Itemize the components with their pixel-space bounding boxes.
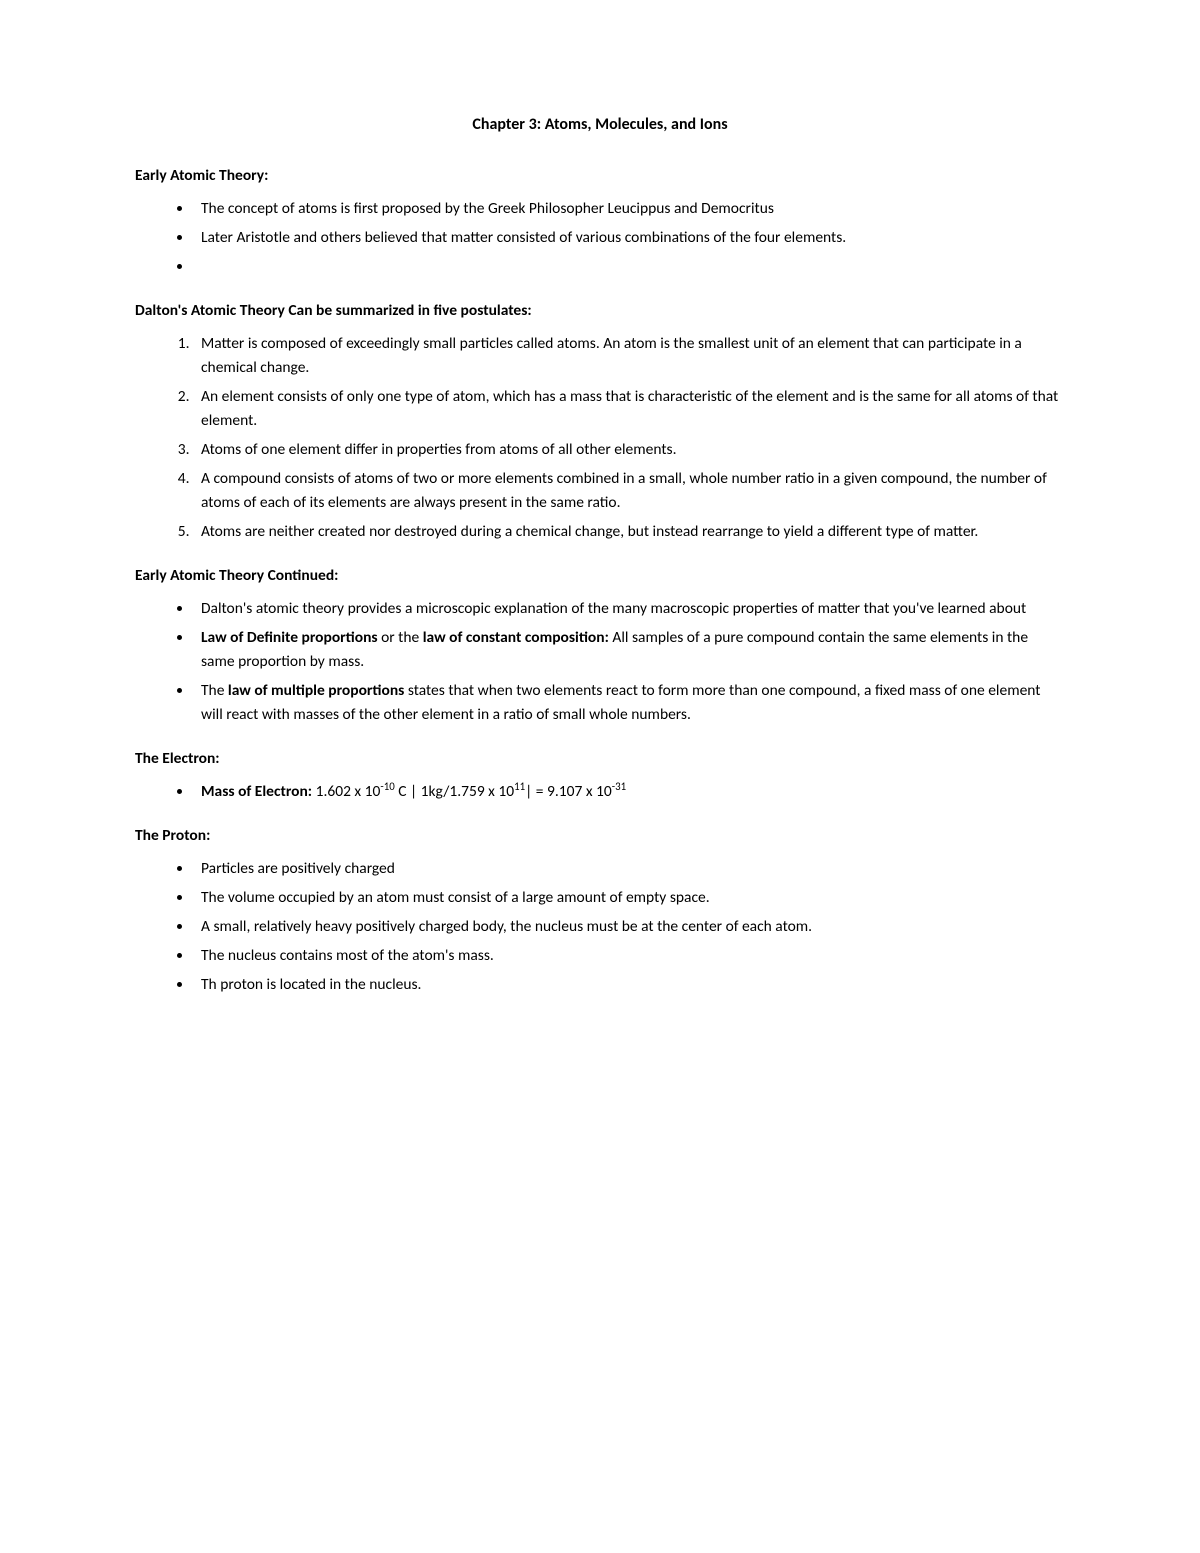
text-segment: Particles are positively charged bbox=[201, 859, 395, 878]
text-segment: An element consists of only one type of … bbox=[201, 387, 1058, 430]
numbered-list: Matter is composed of exceedingly small … bbox=[193, 332, 1065, 544]
text-segment: C | 1kg/1.759 x 10 bbox=[395, 782, 514, 801]
text-segment: Dalton's atomic theory provides a micros… bbox=[201, 599, 1026, 618]
text-segment: Atoms of one element differ in propertie… bbox=[201, 440, 677, 459]
text-segment: A compound consists of atoms of two or m… bbox=[201, 469, 1047, 512]
list-item: Later Aristotle and others believed that… bbox=[193, 226, 1065, 250]
page-title: Chapter 3: Atoms, Molecules, and Ions bbox=[135, 115, 1065, 134]
text-segment: A small, relatively heavy positively cha… bbox=[201, 917, 812, 936]
text-segment: or the bbox=[381, 628, 423, 647]
text-segment: -31 bbox=[612, 780, 626, 793]
text-segment: Th proton is located in the nucleus. bbox=[201, 975, 421, 994]
list-item: Atoms of one element differ in propertie… bbox=[193, 438, 1065, 462]
list-item: A small, relatively heavy positively cha… bbox=[193, 915, 1065, 939]
list-item: Law of Definite proportions or the law o… bbox=[193, 626, 1065, 674]
section-heading: The Electron: bbox=[135, 749, 1065, 768]
list-item: The volume occupied by an atom must cons… bbox=[193, 886, 1065, 910]
bullet-list: Particles are positively charged The volu… bbox=[193, 857, 1065, 997]
text-segment: -10 bbox=[380, 780, 394, 793]
text-segment: 1.602 x 10 bbox=[316, 782, 381, 801]
list-item bbox=[193, 255, 1065, 279]
list-item: The concept of atoms is first proposed b… bbox=[193, 197, 1065, 221]
text-segment: Matter is composed of exceedingly small … bbox=[201, 334, 1022, 377]
list-item: Particles are positively charged bbox=[193, 857, 1065, 881]
list-item: Atoms are neither created nor destroyed … bbox=[193, 520, 1065, 544]
list-item: The nucleus contains most of the atom's … bbox=[193, 944, 1065, 968]
bullet-list: Dalton's atomic theory provides a micros… bbox=[193, 597, 1065, 727]
text-segment: Mass of Electron: bbox=[201, 782, 316, 801]
section-heading: Dalton's Atomic Theory Can be summarized… bbox=[135, 301, 1065, 320]
list-item: An element consists of only one type of … bbox=[193, 385, 1065, 433]
list-item: Dalton's atomic theory provides a micros… bbox=[193, 597, 1065, 621]
list-item: A compound consists of atoms of two or m… bbox=[193, 467, 1065, 515]
bullet-list: The concept of atoms is first proposed b… bbox=[193, 197, 1065, 279]
text-segment: The volume occupied by an atom must cons… bbox=[201, 888, 710, 907]
text-segment: Atoms are neither created nor destroyed … bbox=[201, 522, 978, 541]
text-segment: Law of Definite proportions bbox=[201, 628, 381, 647]
list-item: Mass of Electron: 1.602 x 10-10 C | 1kg/… bbox=[193, 780, 1065, 804]
list-item: Matter is composed of exceedingly small … bbox=[193, 332, 1065, 380]
text-segment: | = 9.107 x 10 bbox=[525, 782, 612, 801]
text-segment: 11 bbox=[514, 780, 525, 793]
text-segment: The bbox=[201, 681, 228, 700]
text-segment: law of multiple proportions bbox=[228, 681, 408, 700]
section-heading: Early Atomic Theory: bbox=[135, 166, 1065, 185]
list-item: Th proton is located in the nucleus. bbox=[193, 973, 1065, 997]
section-heading: The Proton: bbox=[135, 826, 1065, 845]
text-segment: Later Aristotle and others believed that… bbox=[201, 228, 846, 247]
document-body: Early Atomic Theory: The concept of atoms… bbox=[135, 166, 1065, 997]
list-item: The law of multiple proportions states t… bbox=[193, 679, 1065, 727]
bullet-list: Mass of Electron: 1.602 x 10-10 C | 1kg/… bbox=[193, 780, 1065, 804]
section-heading: Early Atomic Theory Continued: bbox=[135, 566, 1065, 585]
text-segment: law of constant composition: bbox=[423, 628, 613, 647]
text-segment: The nucleus contains most of the atom's … bbox=[201, 946, 494, 965]
text-segment: The concept of atoms is first proposed b… bbox=[201, 199, 774, 218]
